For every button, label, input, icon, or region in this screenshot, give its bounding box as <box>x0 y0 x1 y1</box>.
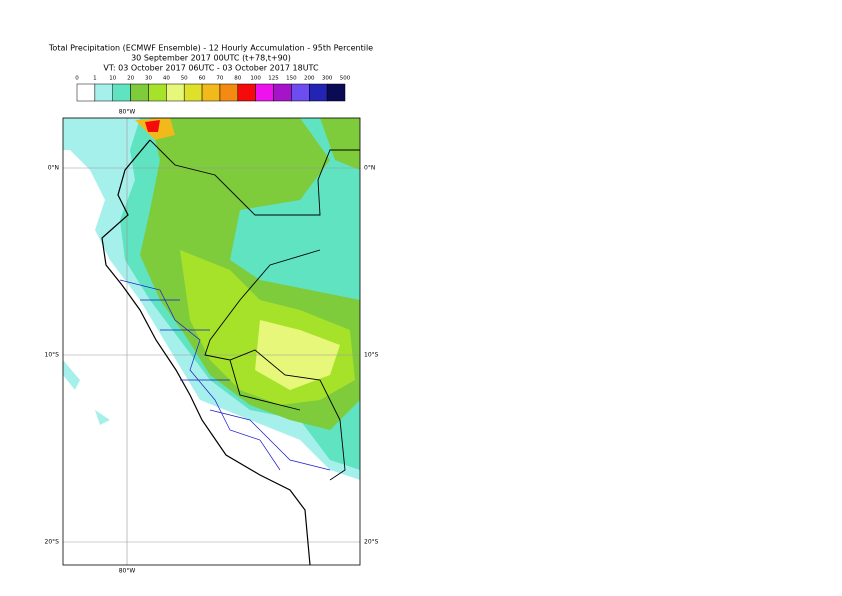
legend-label: 80 <box>234 76 241 82</box>
legend-swatch <box>326 83 346 102</box>
legend-swatch <box>112 83 131 102</box>
legend-swatch <box>309 83 328 102</box>
legend-swatch <box>219 83 239 102</box>
legend: 0 1 10 20 30 40 50 60 70 80 100 125 150 200 300 500 <box>75 76 351 102</box>
legend-label: 40 <box>163 76 170 82</box>
legend-swatch <box>166 83 185 102</box>
legend-label: 100 <box>250 76 261 82</box>
legend-swatch <box>255 83 274 102</box>
legend-swatch <box>201 83 221 102</box>
legend-label: 70 <box>216 76 223 82</box>
legend-label: 150 <box>286 76 297 82</box>
legend-swatch <box>94 83 113 102</box>
legend-label: 0 <box>75 76 79 82</box>
lon-label: 80°W <box>119 109 136 116</box>
lat-label: 10°S <box>45 352 60 359</box>
valid-time: VT: 03 October 2017 06UTC - 03 October 2… <box>103 64 319 73</box>
legend-swatch <box>273 83 292 102</box>
lat-label: 20°S <box>45 539 60 546</box>
legend-label: 20 <box>127 76 134 82</box>
lon-label: 80°W <box>119 568 136 575</box>
legend-swatch <box>130 83 149 102</box>
legend-label: 50 <box>181 76 188 82</box>
lat-label: 0°N <box>48 165 59 172</box>
precip-field <box>63 118 360 565</box>
legend-label: 30 <box>145 76 152 82</box>
subtitle: 30 September 2017 00UTC (t+78,t+90) <box>131 54 291 63</box>
legend-swatch <box>148 83 167 102</box>
legend-swatch <box>291 83 310 102</box>
legend-label: 10 <box>109 76 116 82</box>
legend-label: 200 <box>304 76 315 82</box>
lat-label: 10°S <box>364 352 379 359</box>
legend-label: 300 <box>322 76 333 82</box>
lat-label: 20°S <box>364 539 379 546</box>
legend-label: 60 <box>199 76 206 82</box>
legend-swatch <box>237 83 256 102</box>
legend-label: 1 <box>93 76 97 82</box>
legend-label: 125 <box>268 76 279 82</box>
legend-swatch <box>76 83 96 102</box>
title: Total Precipitation (ECMWF Ensemble) - 1… <box>48 44 373 53</box>
lat-label: 0°N <box>364 165 375 172</box>
map-lines <box>62 117 361 566</box>
legend-swatch <box>183 83 203 102</box>
legend-label: 500 <box>340 76 351 82</box>
